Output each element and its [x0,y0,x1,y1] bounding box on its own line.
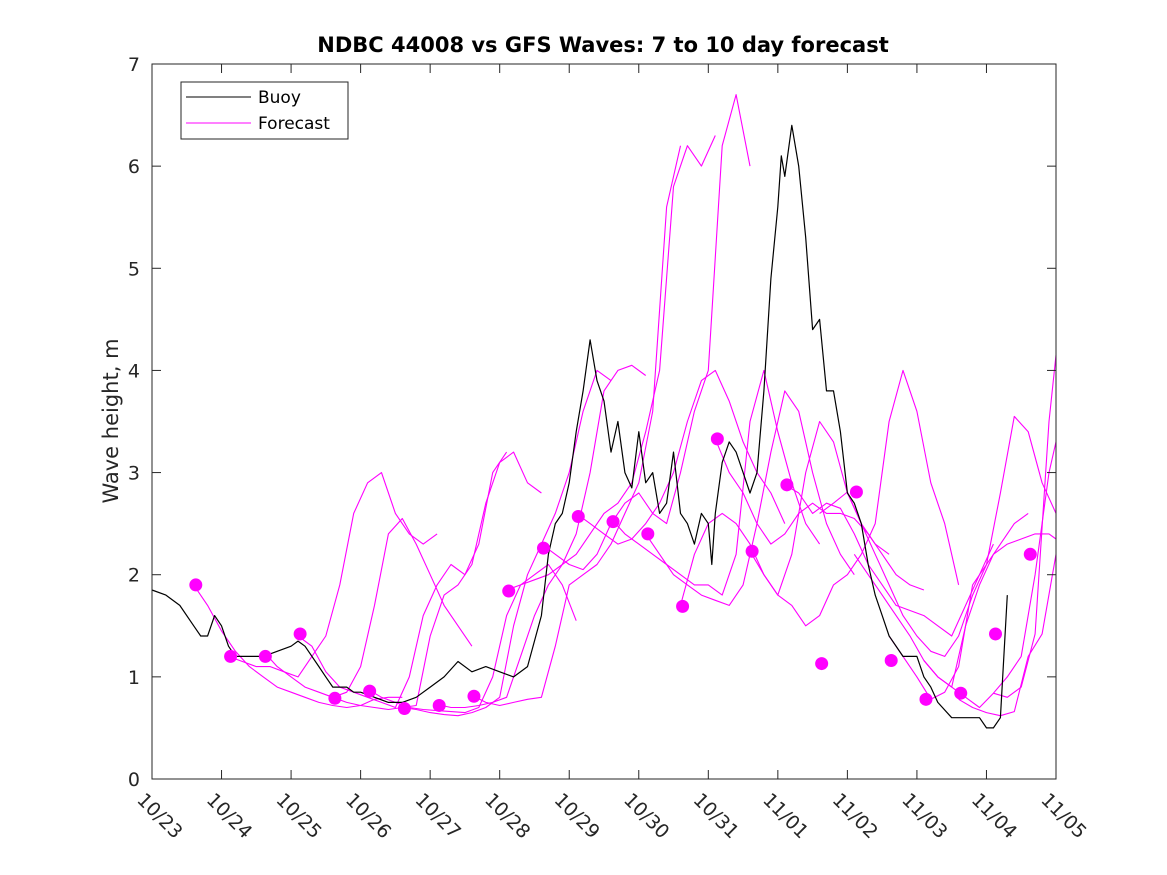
forecast-marker-8 [467,689,481,703]
forecast-series-line-12 [575,369,786,545]
forecast-marker-18 [815,657,829,671]
forecast-marker-16 [745,544,759,558]
forecast-marker-6 [397,702,411,716]
legend-forecast-label: Forecast [258,114,330,134]
forecast-marker-5 [363,684,377,698]
forecast-marker-0 [189,578,203,592]
forecast-series-line-4 [297,451,508,709]
forecast-marker-19 [849,485,863,499]
forecast-marker-9 [502,584,516,598]
y-tick-label-1: 1 [128,667,140,689]
y-tick-label-0: 0 [128,769,140,791]
forecast-marker-23 [989,627,1003,641]
forecast-series-line-23 [958,554,1057,717]
forecast-marker-14 [676,599,690,613]
forecast-marker-2 [258,649,272,663]
forecast-marker-10 [537,541,551,555]
forecast-series-line-20 [853,533,1057,688]
y-axis-label: Wave height, m [99,338,123,503]
forecast-marker-1 [224,649,238,663]
y-tick-label-7: 7 [128,54,140,76]
forecast-series-line-10 [506,135,716,591]
forecast-marker-11 [571,509,585,523]
forecast-marker-17 [780,478,794,492]
forecast-series-line-11 [541,94,751,571]
forecast-series-line-21 [888,415,1057,700]
axes-box [151,63,1057,780]
forecast-marker-20 [884,654,898,668]
forecast-series-line-1 [193,584,403,709]
forecast-series-line-17 [749,369,960,627]
y-tick-label-3: 3 [128,463,140,485]
forecast-marker-24 [1023,547,1037,561]
legend-buoy-label: Buoy [258,88,301,108]
forecast-series-line-2 [228,472,438,678]
legend-box [180,81,349,140]
plot-area [152,64,1056,779]
forecast-marker-21 [919,692,933,706]
buoy-series-line [151,124,1008,729]
y-tick-label-4: 4 [128,360,140,382]
forecast-series-line-8 [436,364,647,709]
forecast-marker-4 [328,691,342,705]
forecast-series-line-7 [402,369,612,717]
forecast-series-line-9 [471,145,682,707]
y-tick-label-5: 5 [128,258,140,280]
plot-frame-fill [152,64,1056,779]
chart-title: NDBC 44008 vs GFS Waves: 7 to 10 day for… [317,33,888,57]
forecast-marker-15 [710,432,724,446]
buoy-line-group [151,124,1008,729]
forecast-marker-7 [432,698,446,712]
y-tick-label-6: 6 [128,156,140,178]
forecast-series-line-24 [993,355,1057,698]
forecast-marker-3 [293,627,307,641]
forecast-lines [193,94,1057,717]
y-tick-label-2: 2 [128,565,140,587]
forecast-series-line-3 [262,517,473,698]
forecast-series-line-13 [610,369,821,596]
forecast-markers [189,432,1037,716]
legend: Buoy Forecast [180,81,349,140]
forecast-marker-13 [641,527,655,541]
forecast-marker-22 [954,686,968,700]
forecast-marker-12 [606,515,620,529]
forecast-series-line-5 [332,451,542,711]
forecast-series-line-18 [784,484,994,637]
